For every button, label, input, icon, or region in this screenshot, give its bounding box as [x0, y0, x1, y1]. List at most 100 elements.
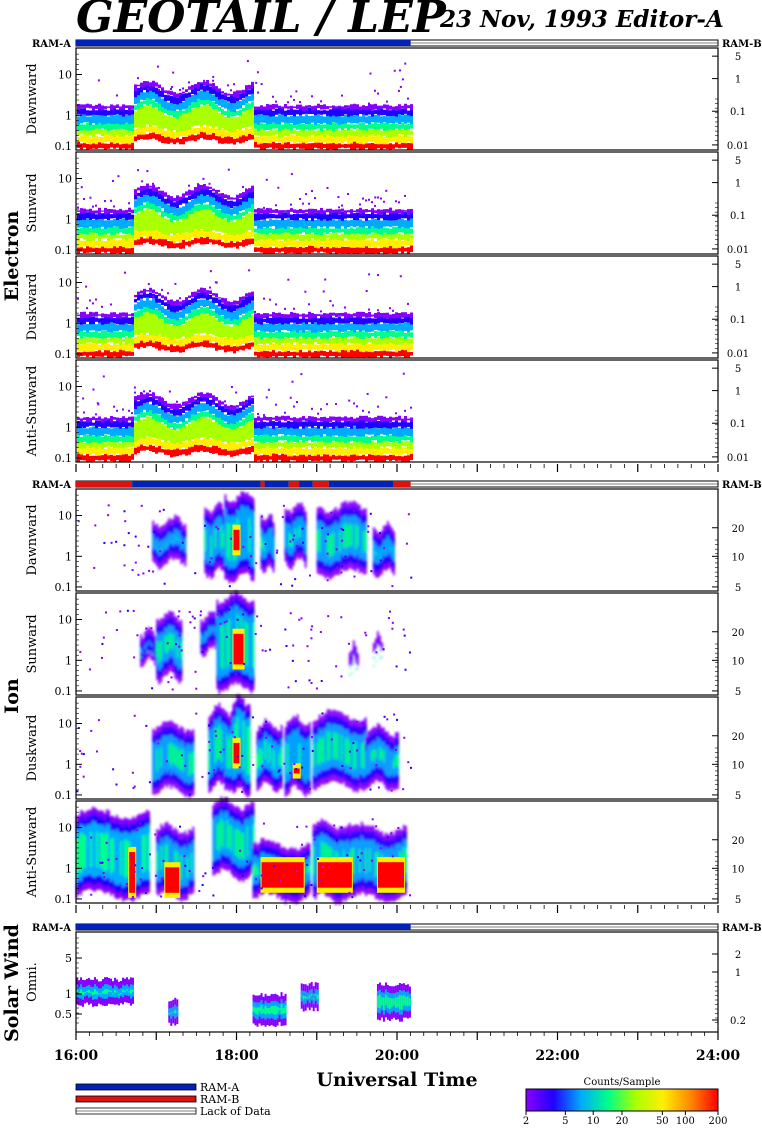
ion-dawnward-panel-left-tick-2: 10	[58, 510, 72, 523]
x-tick-label-2: 20:00	[375, 1048, 419, 1064]
chart-title: GEOTAIL / LEP	[76, 0, 446, 43]
electron-sunward-panel-label: Sunward	[25, 173, 40, 232]
electron-duskward-panel-left-tick-1: 1	[65, 317, 72, 330]
electron-anti-sunward-panel-left-tick-0: 0.1	[55, 452, 73, 465]
electron-dawnward-panel-label: Dawnward	[25, 63, 40, 134]
ion-ram-segment-0	[76, 481, 133, 487]
electron-anti-sunward-panel-right-tick-0: 5	[735, 364, 741, 375]
ion-sunward-panel-right-tick-1: 10	[732, 656, 745, 667]
ion-anti-sunward-panel-left-tick-2: 10	[58, 822, 72, 835]
ion-duskward-panel-right-tick-1: 10	[732, 760, 745, 771]
solar-wind-ram-label-left: RAM-A	[32, 923, 71, 934]
solar-wind-ram-segment-0	[76, 924, 411, 930]
electron-ram-bar	[75, 39, 719, 47]
ion-ram-segment-7	[328, 481, 393, 487]
electron-dawnward-panel-right-tick-1: 1	[735, 75, 741, 86]
ion-dawnward-panel	[77, 491, 413, 588]
ion-sunward-panel-left-tick-0: 0.1	[55, 685, 73, 698]
ion-duskward-panel-right-tick-2: 5	[735, 791, 741, 802]
ion-anti-sunward-panel-right-tick-1: 10	[732, 864, 745, 875]
solar-wind-omni--panel-left-tick-2: 5	[65, 952, 72, 965]
ion-anti-sunward-panel-left-tick-0: 0.1	[55, 893, 73, 906]
ion-dawnward-panel-left-tick-0: 0.1	[55, 581, 73, 594]
electron-duskward-panel-right-tick-0: 5	[735, 260, 741, 271]
electron-sunward-panel-right-tick-2: 0.1	[730, 211, 746, 222]
electron-sunward-panel-right-tick-1: 1	[735, 179, 741, 190]
ion-ram-bar	[75, 480, 719, 488]
ion-ram-label-left: RAM-A	[32, 480, 71, 491]
colorbar-tick-0: 2	[523, 1116, 529, 1127]
legend-label-1: RAM-B	[200, 1093, 239, 1106]
colorbar	[525, 1088, 719, 1112]
ion-anti-sunward-panel-right-tick-0: 20	[732, 836, 745, 847]
ion-ram-segment-2	[260, 481, 265, 487]
ion-duskward-panel-right-tick-0: 20	[732, 732, 745, 743]
colorbar-title: Counts/Sample	[584, 1077, 661, 1088]
ion-sunward-panel-right-tick-0: 20	[732, 628, 745, 639]
ion-sunward-panel-right-tick-2: 5	[735, 687, 741, 698]
solar-wind-omni--panel-right-tick-1: 1	[735, 968, 741, 979]
ion-dawnward-panel-label: Dawnward	[25, 504, 40, 575]
ion-sunward-panel-left-tick-1: 1	[65, 654, 72, 667]
electron-duskward-panel-right-tick-3: 0.01	[727, 349, 749, 360]
ion-ram-label-right: RAM-B	[722, 480, 762, 491]
chart-subtitle: 23 Nov, 1993 Editor-A	[440, 6, 724, 33]
electron-duskward-panel-right-tick-1: 1	[735, 283, 741, 294]
electron-sunward-panel-right-tick-3: 0.01	[727, 245, 749, 256]
legend-label-2: Lack of Data	[200, 1105, 271, 1118]
ion-ram-segment-4	[288, 481, 300, 487]
electron-ram-segment-0	[76, 40, 411, 46]
electron-duskward-panel-left-tick-0: 0.1	[55, 348, 73, 361]
electron-sunward-panel-left-tick-2: 10	[58, 173, 72, 186]
ion-group-label: Ion	[1, 678, 23, 714]
colorbar-tick-6: 200	[708, 1116, 727, 1127]
solar-wind-omni--panel-label: Omni.	[25, 962, 40, 1002]
solar-wind-ram-bar	[75, 923, 719, 931]
solar-wind-ram-label-right: RAM-B	[722, 923, 762, 934]
ion-duskward-panel-left-tick-1: 1	[65, 758, 72, 771]
solar-wind-omni--panel-left-tick-1: 1	[65, 988, 72, 1001]
electron-sunward-panel	[77, 168, 413, 255]
ion-duskward-panel-left-tick-0: 0.1	[55, 789, 73, 802]
electron-anti-sunward-panel-right-tick-1: 1	[735, 387, 741, 398]
electron-anti-sunward-panel	[77, 372, 413, 463]
electron-anti-sunward-panel-left-tick-2: 10	[58, 381, 72, 394]
electron-anti-sunward-panel-right-tick-3: 0.01	[727, 453, 749, 464]
electron-dawnward-panel-right-tick-3: 0.01	[727, 141, 749, 152]
electron-ram-label-left: RAM-A	[32, 39, 71, 50]
electron-dawnward-panel-right-tick-2: 0.1	[730, 107, 746, 118]
ion-sunward-panel-label: Sunward	[25, 614, 40, 673]
electron-anti-sunward-panel-left-tick-1: 1	[65, 421, 72, 434]
x-tick-label-4: 24:00	[696, 1048, 740, 1064]
x-axis-label: Universal Time	[316, 1069, 477, 1091]
electron-sunward-panel-right-tick-0: 5	[735, 156, 741, 167]
legend-label-0: RAM-A	[200, 1081, 240, 1094]
colorbar-tick-5: 100	[676, 1116, 695, 1127]
x-tick-label-1: 18:00	[214, 1048, 258, 1064]
solar-wind-omni--panel	[76, 977, 411, 1027]
colorbar-tick-1: 5	[562, 1116, 568, 1127]
colorbar-tick-4: 50	[656, 1116, 669, 1127]
ion-dawnward-panel-left-tick-1: 1	[65, 550, 72, 563]
ion-ram-segment-8	[392, 481, 411, 487]
electron-dawnward-panel-left-tick-1: 1	[65, 109, 72, 122]
ion-anti-sunward-panel-left-tick-1: 1	[65, 862, 72, 875]
ion-ram-segment-3	[264, 481, 289, 487]
colorbar-tick-3: 20	[616, 1116, 629, 1127]
ion-ram-segment-1	[132, 481, 261, 487]
ion-ram-segment-5	[299, 481, 313, 487]
ion-sunward-panel-left-tick-2: 10	[58, 614, 72, 627]
legend-swatch-0	[75, 1083, 197, 1091]
electron-ram-label-right: RAM-B	[722, 39, 762, 50]
solar-wind-omni--panel-right-tick-2: 0.2	[730, 1016, 746, 1027]
electron-anti-sunward-panel-right-tick-2: 0.1	[730, 419, 746, 430]
ion-dawnward-panel-right-tick-2: 5	[735, 583, 741, 594]
electron-duskward-panel-left-tick-2: 10	[58, 277, 72, 290]
solar-wind-group-label: Solar Wind	[1, 924, 23, 1042]
electron-dawnward-panel-right-tick-0: 5	[735, 52, 741, 63]
ion-duskward-panel-label: Duskward	[25, 715, 40, 782]
electron-duskward-panel-right-tick-2: 0.1	[730, 315, 746, 326]
electron-sunward-panel-left-tick-0: 0.1	[55, 244, 73, 257]
